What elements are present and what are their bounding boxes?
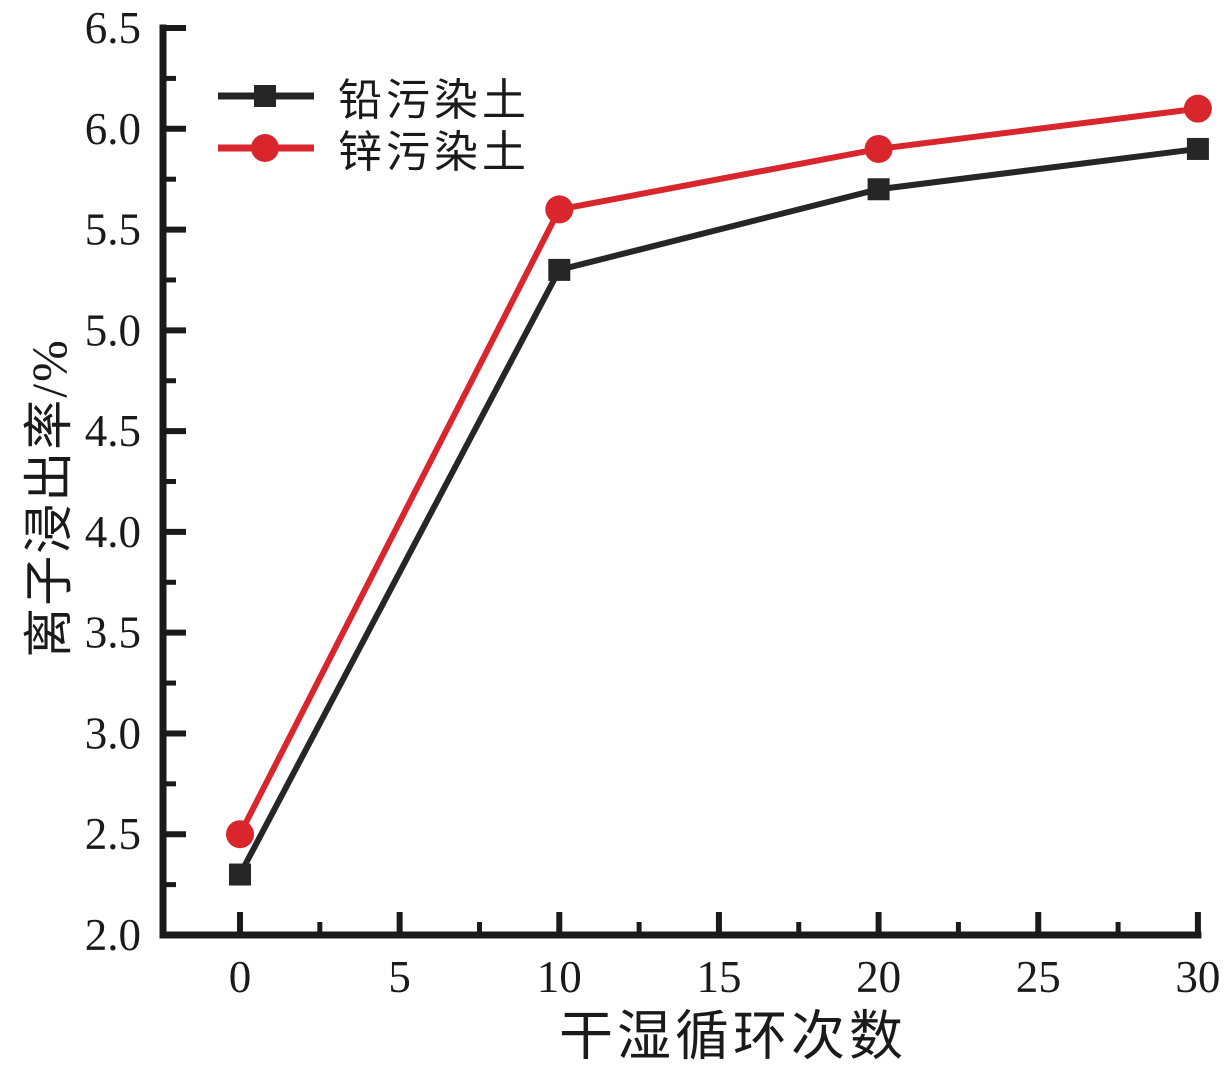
x-tick-label: 30 (1175, 952, 1220, 1002)
y-tick-label: 5.0 (85, 305, 141, 355)
series-line-square (237, 145, 1199, 876)
x-tick-label: 20 (856, 952, 901, 1002)
x-tick-label: 5 (388, 952, 411, 1002)
x-tick-label: 0 (229, 952, 252, 1002)
y-tick-label: 4.0 (85, 507, 141, 557)
data-point-circle (864, 134, 893, 163)
legend-item-lead-soil: 铅污染土 (218, 71, 530, 125)
x-tick-label: 25 (1016, 952, 1061, 1002)
y-tick-label: 3.5 (85, 608, 141, 658)
legend-marker (254, 85, 276, 107)
y-tick-label: 6.5 (85, 3, 141, 53)
y-tick-label: 6.0 (85, 104, 141, 154)
data-point-square (229, 863, 251, 886)
y-tick-label: 4.5 (85, 406, 141, 456)
data-point-circle (226, 820, 254, 849)
data-point-square (1186, 137, 1209, 160)
y-tick-label: 5.5 (85, 205, 141, 255)
legend: 铅污染土 锌污染土 (218, 71, 530, 177)
legend-marker-square-icon (218, 85, 314, 107)
data-point-circle (1183, 94, 1212, 123)
legend-label-zinc-soil: 锌污染土 (338, 128, 530, 177)
data-point-circle (545, 195, 574, 224)
y-axis-title: 离子浸出率/% (21, 338, 77, 658)
x-tick-label: 15 (696, 952, 741, 1002)
legend-marker-circle-icon (218, 134, 314, 162)
data-point-square (548, 258, 571, 281)
x-axis-title: 干湿循环次数 (559, 1006, 907, 1067)
legend-marker (251, 134, 279, 162)
y-tick-label: 2.0 (85, 910, 141, 960)
y-tick-label: 3.0 (85, 708, 141, 758)
legend-label-lead-soil: 铅污染土 (338, 76, 530, 125)
data-point-square (867, 178, 890, 201)
x-tick-label: 10 (537, 952, 582, 1002)
series-line-circle (237, 105, 1199, 836)
legend-item-zinc-soil: 锌污染土 (218, 123, 530, 177)
y-tick-label: 2.5 (85, 809, 141, 859)
